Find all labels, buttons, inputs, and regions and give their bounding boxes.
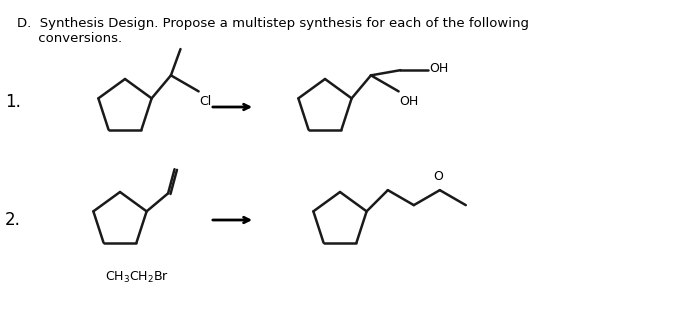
Text: D.  Synthesis Design. Propose a multistep synthesis for each of the following
  : D. Synthesis Design. Propose a multistep… — [17, 17, 529, 45]
Text: OH: OH — [400, 95, 419, 108]
Text: Cl: Cl — [199, 95, 212, 108]
Text: CH$_3$CH$_2$Br: CH$_3$CH$_2$Br — [105, 270, 169, 285]
Text: O: O — [433, 170, 442, 183]
Text: 1.: 1. — [5, 93, 21, 111]
Text: OH: OH — [430, 62, 449, 75]
Text: 2.: 2. — [5, 211, 21, 229]
